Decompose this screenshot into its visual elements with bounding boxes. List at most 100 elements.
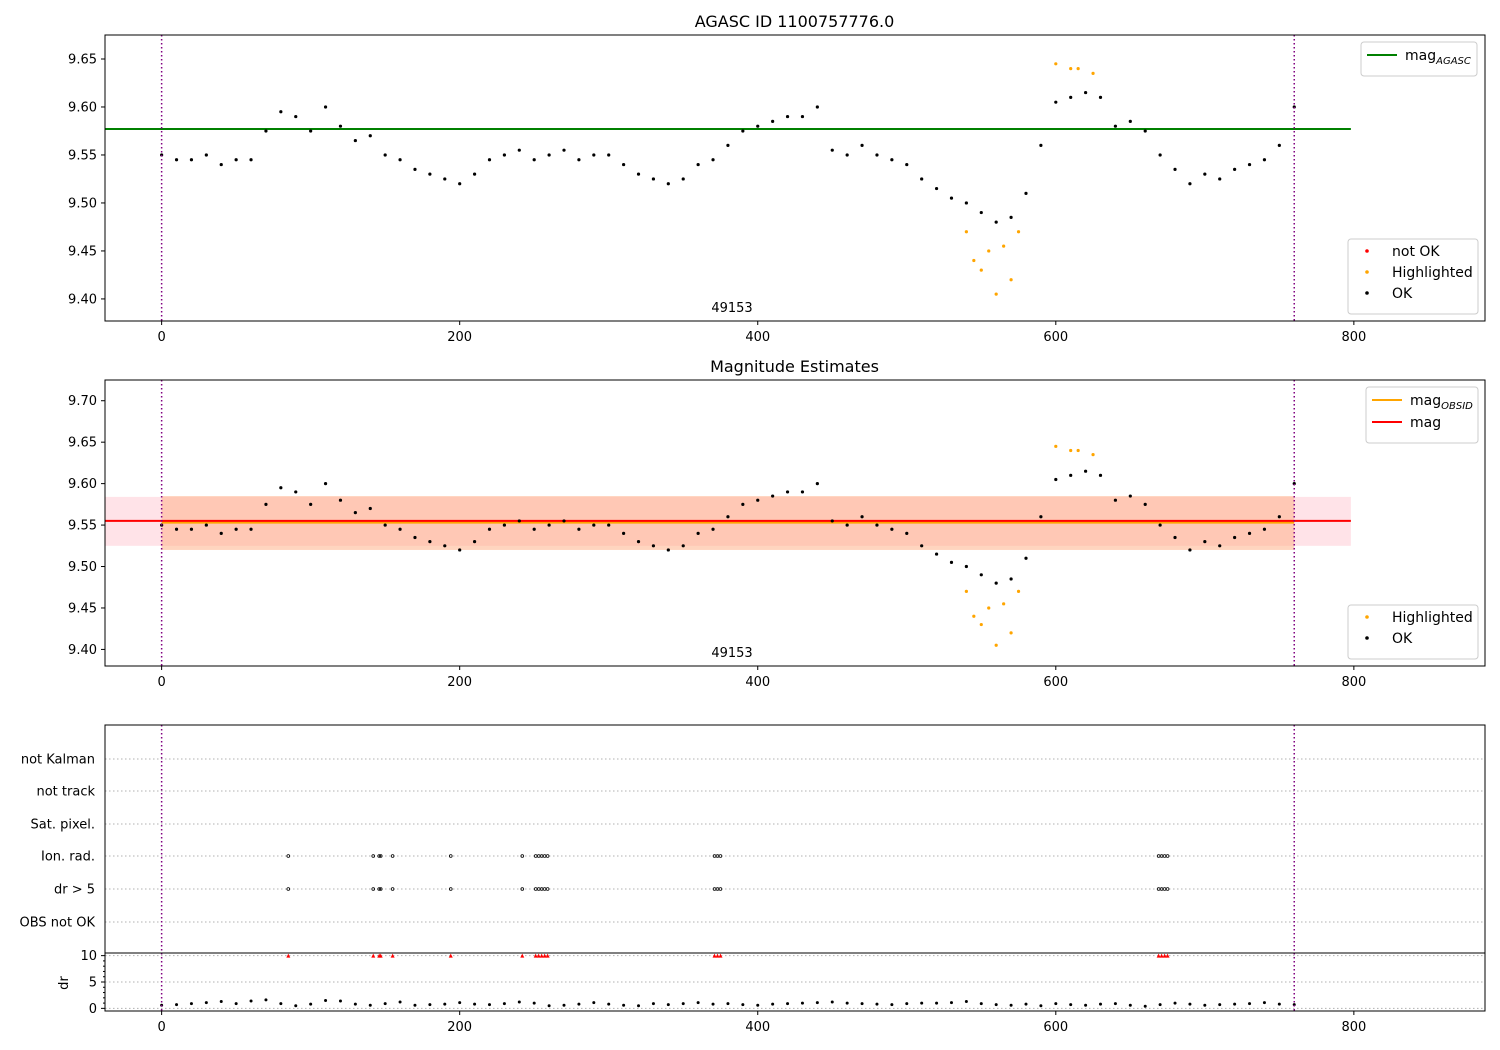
dr-point	[860, 1002, 864, 1006]
agasc-point-ok	[160, 153, 164, 157]
magnitude-obsid-label: 49153	[711, 646, 752, 661]
agasc-point-ok	[875, 153, 879, 157]
agasc-point-ok	[428, 172, 432, 176]
magnitude-xtick-label: 600	[1043, 675, 1068, 690]
agasc-point-highlighted	[1016, 230, 1021, 234]
dr-point	[920, 1001, 924, 1005]
magnitude-legend-point-label: OK	[1392, 631, 1413, 647]
agasc-point-ok	[860, 143, 864, 147]
agasc-point-ok	[517, 148, 521, 152]
agasc-ytick-label: 9.60	[68, 100, 97, 115]
agasc-point-ok	[964, 201, 968, 205]
dr-clipped-marker	[520, 953, 525, 958]
magnitude-point-ok	[174, 527, 179, 531]
magnitude-point-ok	[294, 490, 298, 494]
magnitude-point-highlighted	[987, 606, 991, 610]
magnitude-point-ok	[532, 527, 536, 531]
magnitude-point-ok	[890, 527, 894, 531]
agasc-point-ok	[592, 153, 596, 157]
magnitude-point-ok	[547, 523, 551, 527]
magnitude-point-ok	[934, 552, 939, 556]
dr-point	[592, 1001, 596, 1005]
agasc-point-ok	[1203, 172, 1207, 176]
dr-point	[547, 1004, 551, 1008]
magnitude-point-highlighted	[972, 614, 976, 618]
agasc-point-ok	[830, 148, 834, 152]
agasc-ytick-label: 9.40	[68, 292, 97, 307]
dr-point	[324, 998, 328, 1002]
agasc-point-ok	[204, 153, 208, 157]
dr-point	[800, 1001, 804, 1005]
magnitude-point-ok	[875, 523, 879, 527]
agasc-point-ok	[189, 158, 194, 162]
magnitude-ytick-label: 9.45	[68, 601, 97, 616]
magnitude-point-ok	[920, 544, 924, 548]
agasc-xtick-label: 0	[157, 330, 165, 345]
magnitude-point-ok	[696, 531, 700, 535]
dr-point	[338, 999, 342, 1003]
magnitude-point-ok	[368, 506, 372, 511]
magnitude-point-ok	[592, 523, 596, 527]
agasc-point-ok	[651, 177, 656, 181]
dr-point	[577, 1002, 581, 1006]
magnitude-xtick-label: 0	[157, 675, 165, 690]
magnitude-point-ok	[487, 527, 492, 531]
dr-point	[726, 1002, 730, 1006]
magnitude-point-highlighted	[1054, 444, 1058, 448]
magnitude-point-ok	[279, 486, 283, 490]
agasc-point-ok	[622, 162, 626, 167]
dr-point	[666, 1003, 670, 1007]
dr-point	[398, 1000, 402, 1004]
flag-marker	[377, 887, 382, 891]
dr-point	[875, 1002, 879, 1006]
magnitude-point-ok	[577, 527, 581, 531]
dr-point	[964, 1000, 968, 1004]
flags-marks	[105, 725, 1485, 1011]
dr-point	[622, 1003, 626, 1007]
agasc-point-ok	[800, 114, 805, 119]
magnitude-point-ok	[1024, 556, 1028, 560]
magnitude-legend: magOBSID mag Highlighted OK	[1347, 386, 1479, 660]
dr-point	[1084, 1003, 1088, 1007]
agasc-point-ok	[890, 158, 894, 162]
agasc-point-ok	[994, 220, 998, 224]
flag-marker	[448, 887, 453, 891]
magnitude-point-highlighted	[1002, 602, 1006, 606]
magnitude-point-ok	[472, 540, 477, 544]
dr-point	[487, 1003, 491, 1007]
agasc-point-ok	[979, 210, 983, 215]
agasc-point-ok	[607, 153, 611, 157]
magnitude-point-ok	[1128, 494, 1132, 498]
dr-point	[1099, 1002, 1103, 1006]
dr-axis-label: dr	[57, 976, 72, 990]
agasc-plot: AGASC ID 1100757776.0 0 200 400 600 800 9.40 9…	[68, 12, 1486, 345]
agasc-xtick-label: 400	[745, 330, 770, 345]
dr-ytick-label: 5	[89, 976, 97, 991]
agasc-point-ok	[1233, 167, 1237, 171]
agasc-point-ok	[472, 172, 477, 176]
agasc-point-ok	[547, 153, 551, 157]
agasc-point-ok	[920, 177, 924, 181]
dr-point	[979, 1002, 983, 1006]
agasc-marks	[105, 35, 1351, 321]
agasc-point-ok	[1128, 119, 1132, 123]
dr-point	[1233, 1002, 1237, 1006]
agasc-legend-line-label: magAGASC	[1405, 48, 1471, 67]
flag-marker	[533, 887, 538, 891]
agasc-point-ok	[1292, 105, 1296, 109]
dr-point	[786, 1002, 790, 1006]
agasc-point-highlighted	[1091, 71, 1095, 75]
dr-clipped-marker	[536, 953, 541, 958]
magnitude-point-ok	[845, 523, 849, 527]
agasc-point-ok	[562, 148, 566, 152]
agasc-xtick-label: 200	[447, 330, 472, 345]
dr-point	[741, 1003, 745, 1007]
magnitude-point-ok	[338, 498, 343, 502]
flags-xtick-label: 600	[1043, 1020, 1068, 1035]
magnitude-point-ok	[234, 527, 238, 531]
agasc-point-ok	[309, 129, 313, 133]
dr-point	[473, 1002, 477, 1006]
magnitude-point-ok	[756, 498, 760, 502]
magnitude-point-ok	[1039, 515, 1043, 519]
dr-point	[189, 1002, 193, 1006]
